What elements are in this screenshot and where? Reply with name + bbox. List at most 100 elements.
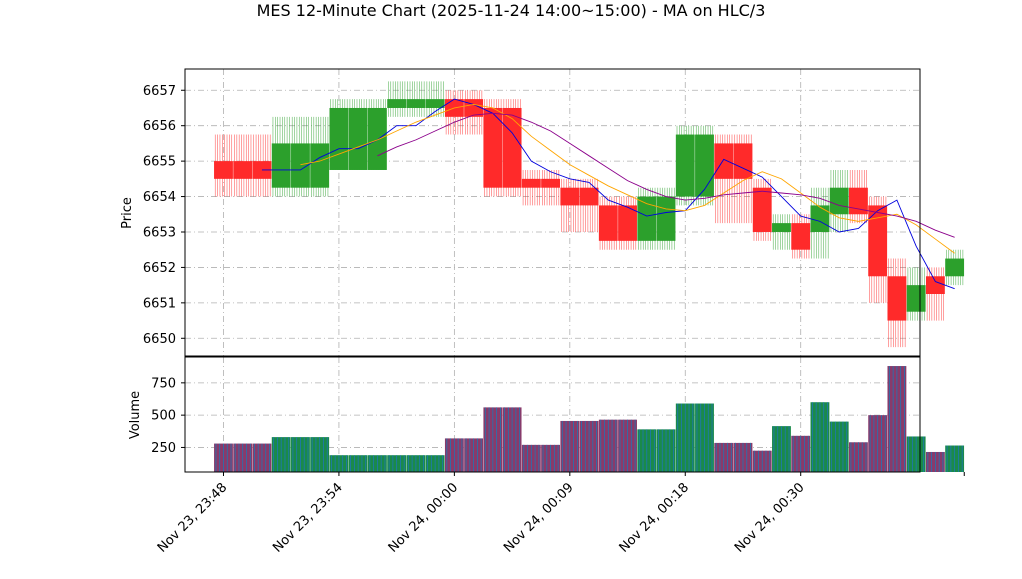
volume-bar [695, 403, 714, 472]
volume-bars [214, 366, 965, 472]
volume-bar [733, 442, 753, 472]
volume-bar [252, 443, 272, 472]
candle-body [541, 178, 561, 188]
volume-bar [714, 442, 734, 472]
price-grid [185, 69, 920, 356]
candle-body [925, 276, 945, 294]
volume-bar [329, 455, 349, 472]
price-tick-label: 6652 [143, 261, 176, 276]
price-tick-label: 6657 [143, 84, 176, 99]
volume-axis-label: Volume [128, 391, 143, 439]
candle-body [868, 205, 888, 277]
candle-body [271, 143, 291, 188]
volume-tick-label: 500 [151, 409, 176, 424]
candle-body [752, 187, 772, 232]
candle-body [598, 205, 618, 241]
volume-bar [810, 402, 830, 472]
x-tick-label: Nov 24, 00:18 [617, 480, 693, 556]
volume-bar [406, 455, 426, 472]
candle-body [945, 258, 965, 277]
volume-bar [387, 455, 407, 472]
volume-bar [925, 451, 945, 472]
candle-body [772, 223, 791, 232]
candles [214, 81, 965, 348]
volume-y-axis: 250 500 750 [151, 376, 185, 456]
x-tick-label: Nov 24, 00:30 [732, 480, 808, 556]
volume-bar [444, 438, 464, 472]
candle-wick [772, 214, 791, 250]
volume-bar [675, 403, 695, 472]
volume-bar [367, 455, 387, 472]
candle-body [483, 107, 503, 188]
volume-bar [752, 450, 772, 472]
volume-bar [425, 455, 445, 472]
x-tick-label: Nov 24, 00:00 [386, 480, 462, 556]
volume-bar [887, 366, 907, 472]
candle-body [791, 223, 811, 250]
candle-body [521, 178, 541, 188]
price-y-axis: 6650 6651 6652 6653 6654 6655 6656 6657 [143, 84, 185, 347]
price-panel-frame [184, 68, 921, 357]
candle-body [579, 187, 599, 206]
volume-bar [945, 445, 965, 472]
volume-bar [541, 444, 561, 472]
price-tick-label: 6654 [143, 190, 176, 205]
candle-body [387, 99, 407, 108]
candle-body [675, 134, 695, 197]
price-tick-label: 6656 [143, 119, 176, 134]
volume-tick-label: 750 [151, 376, 176, 391]
price-tick-label: 6650 [143, 332, 176, 347]
candle-body [329, 107, 349, 170]
volume-bar [868, 415, 888, 472]
candle-body [502, 107, 522, 188]
chart-title: MES 12-Minute Chart (2025-11-24 14:00~15… [257, 1, 766, 20]
volume-bar [579, 420, 599, 472]
price-tick-label: 6651 [143, 296, 176, 311]
volume-bar [829, 421, 849, 472]
price-axis-label: Price [120, 197, 135, 229]
moving-average-line [300, 103, 955, 254]
volume-bar [310, 437, 330, 472]
volume-bar [214, 443, 233, 472]
candle-body [714, 143, 734, 179]
candle-body [637, 196, 657, 241]
candle-body [695, 134, 714, 197]
candle-body [906, 285, 926, 312]
candle-body [733, 143, 753, 179]
price-tick-label: 6653 [143, 225, 176, 240]
candle-body [887, 276, 907, 321]
moving-averages [261, 98, 955, 290]
candle-body [618, 205, 637, 241]
x-tick-label: Nov 23, 23:54 [270, 480, 346, 556]
volume-bar [271, 437, 291, 472]
volume-bar [598, 419, 618, 472]
candle-body [367, 107, 387, 170]
candle-body [310, 143, 330, 188]
x-tick-label: Nov 24, 00:09 [501, 480, 577, 556]
volume-bar [791, 435, 811, 472]
candle-body [560, 187, 580, 206]
volume-bar [502, 407, 522, 472]
volume-bar [849, 442, 868, 472]
candle-body [849, 187, 868, 215]
volume-bar [348, 455, 368, 472]
volume-bar [560, 420, 580, 472]
candle-body [291, 143, 310, 188]
volume-bar [291, 437, 310, 472]
candle-body [656, 196, 676, 241]
volume-bar [637, 429, 657, 472]
candle-body [810, 205, 830, 232]
candle-body [829, 187, 849, 215]
candle-body [406, 99, 426, 108]
volume-bar [656, 429, 676, 472]
volume-bar [906, 436, 926, 472]
volume-tick-label: 250 [151, 441, 176, 456]
candle-body [425, 99, 445, 108]
volume-bar [483, 407, 503, 472]
candle-body [348, 107, 368, 170]
price-tick-label: 6655 [143, 155, 176, 170]
volume-bar [464, 438, 484, 472]
volume-bar [618, 419, 637, 472]
x-tick-label: Nov 23, 23:48 [155, 480, 231, 556]
